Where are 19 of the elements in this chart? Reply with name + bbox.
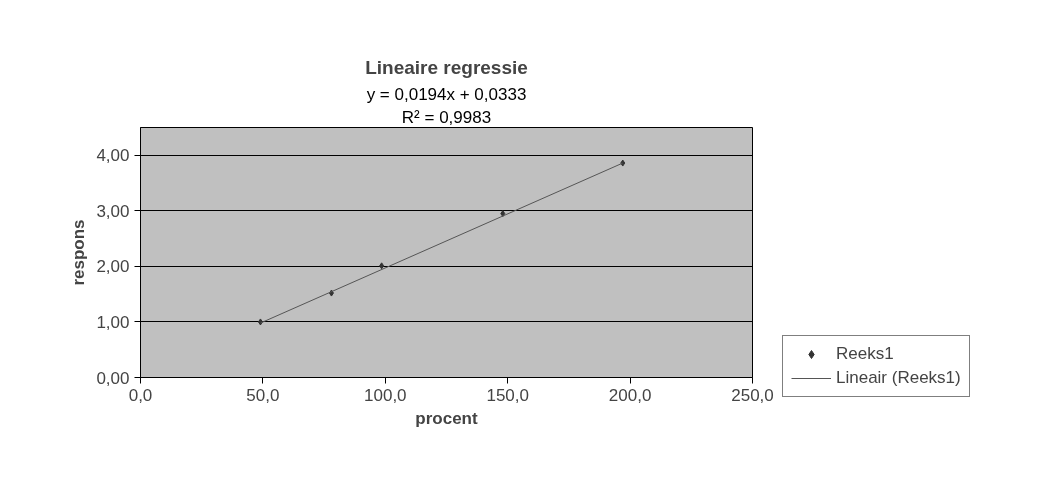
x-tick-label: 150,0 (486, 385, 529, 405)
legend-label: Reeks1 (836, 344, 894, 364)
x-tick-label: 250,0 (731, 385, 774, 405)
y-tick-label: 1,00 (96, 312, 130, 332)
text: y = 0,0194x + 0,0333 (366, 84, 527, 104)
text: R² = 0,9983 (401, 107, 492, 127)
x-tick-label: 100,0 (364, 385, 407, 405)
y-tick-label: 4,00 (96, 146, 130, 166)
x-tick-label: 0,0 (128, 385, 153, 405)
y-axis-title: respons (69, 219, 89, 286)
y-tick-label: 0,00 (96, 368, 130, 388)
x-axis-title: procent (415, 408, 479, 428)
point (379, 262, 385, 270)
legend-label: Lineair (Reeks1) (836, 368, 961, 388)
x-tick-label: 200,0 (608, 385, 652, 405)
y-tick-label: 3,00 (96, 201, 130, 221)
y-tick-label: 2,00 (96, 257, 130, 277)
x-tick-label: 50,0 (246, 385, 280, 405)
chart-title: Lineaire regressie (365, 56, 528, 78)
